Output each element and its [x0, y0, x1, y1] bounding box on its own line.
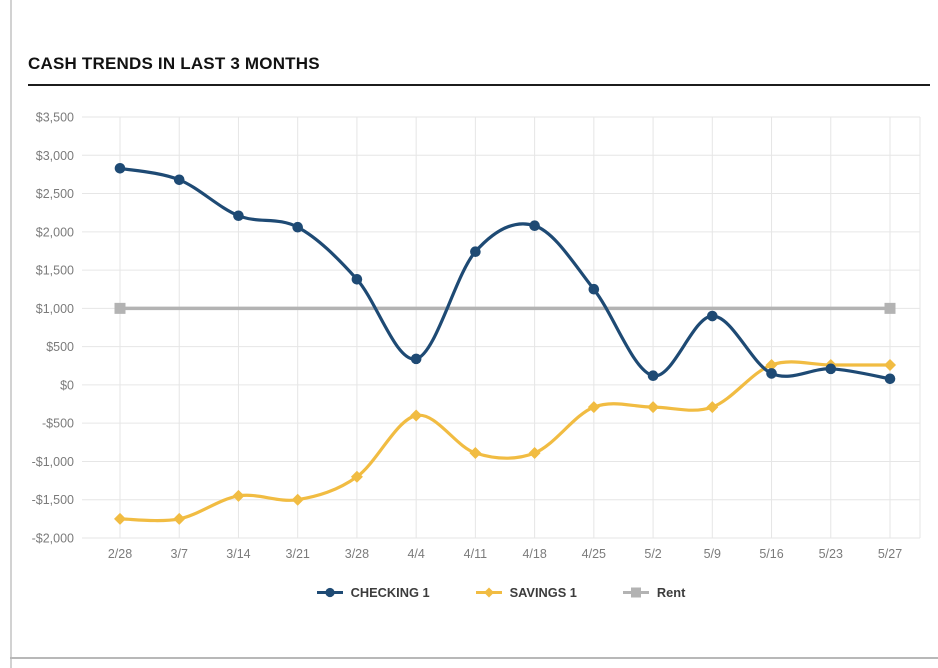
y-axis-tick-label: -$1,000 — [32, 455, 74, 469]
y-axis-labels: $3,500 $3,000 $2,500 $2,000 $1,500 $1,000 $500… — [32, 111, 74, 546]
cash-trends-chart: $3,500 $3,000 $2,500 $2,000 $1,500 $1,000 $500… — [32, 111, 921, 561]
series-line-savings-1 — [118, 360, 892, 523]
series-markers-rent — [114, 302, 896, 314]
legend-item-checking-1: CHECKING 1 — [316, 584, 430, 600]
x-axis-tick-label: 5/16 — [759, 547, 783, 561]
legend-diamond-marker-icon — [475, 587, 502, 597]
x-axis-tick-label: 2/28 — [108, 547, 132, 561]
x-axis-tick-label: 5/2 — [644, 547, 661, 561]
series-checking-1 — [114, 162, 896, 385]
x-axis-tick-label: 3/7 — [171, 547, 188, 561]
legend-circle-marker-icon — [316, 587, 343, 597]
panel-bottom-border — [10, 657, 938, 659]
legend-item-rent: Rent — [622, 584, 686, 600]
series-savings-1 — [114, 359, 896, 525]
panel-left-border — [10, 0, 12, 668]
y-axis-tick-label: $1,500 — [36, 264, 74, 278]
page-title: CASH TRENDS IN LAST 3 MONTHS — [28, 54, 320, 73]
series-rent — [114, 302, 896, 314]
x-axis-tick-label: 5/23 — [819, 547, 843, 561]
x-axis-tick-label: 3/14 — [226, 547, 250, 561]
title-divider — [28, 84, 930, 86]
x-axis-tick-label: 4/4 — [407, 547, 424, 561]
x-axis-tick-label: 3/21 — [286, 547, 310, 561]
y-axis-tick-label: $2,000 — [36, 225, 74, 239]
y-axis-tick-label: $3,000 — [36, 149, 74, 163]
legend-label: Rent — [656, 584, 686, 600]
y-axis-tick-label: $1,000 — [36, 302, 74, 316]
grid-lines — [82, 116, 921, 539]
y-axis-tick-label: -$500 — [42, 417, 74, 431]
x-axis-tick-label: 5/9 — [704, 547, 721, 561]
x-axis-tick-label: 4/18 — [522, 547, 546, 561]
y-axis-tick-label: -$1,500 — [32, 493, 74, 507]
y-axis-tick-label: -$2,000 — [32, 532, 74, 546]
x-axis-tick-label: 4/11 — [464, 547, 487, 561]
x-axis-tick-label: 3/28 — [345, 547, 369, 561]
series-markers-savings-1 — [114, 359, 896, 525]
y-axis-tick-label: $2,500 — [36, 187, 74, 201]
series-line-checking-1 — [118, 166, 892, 381]
x-axis-tick-label: 5/27 — [878, 547, 902, 561]
legend-label: CHECKING 1 — [350, 584, 430, 600]
x-axis-tick-label: 4/25 — [582, 547, 606, 561]
series-markers-checking-1 — [114, 162, 896, 385]
legend-square-marker-icon — [622, 587, 649, 597]
legend-item-savings-1: SAVINGS 1 — [475, 584, 577, 600]
y-axis-tick-label: $500 — [46, 340, 74, 354]
x-axis-labels: 2/28 3/7 3/14 3/21 3/28 4/4 4/11 4/18 4/25 5/2 5/9… — [108, 547, 902, 561]
y-axis-tick-label: $0 — [60, 378, 74, 392]
chart-legend: CHECKING 1 SAVINGS 1 Rent — [82, 582, 920, 602]
legend-label: SAVINGS 1 — [509, 584, 577, 600]
y-axis-tick-label: $3,500 — [36, 111, 74, 125]
